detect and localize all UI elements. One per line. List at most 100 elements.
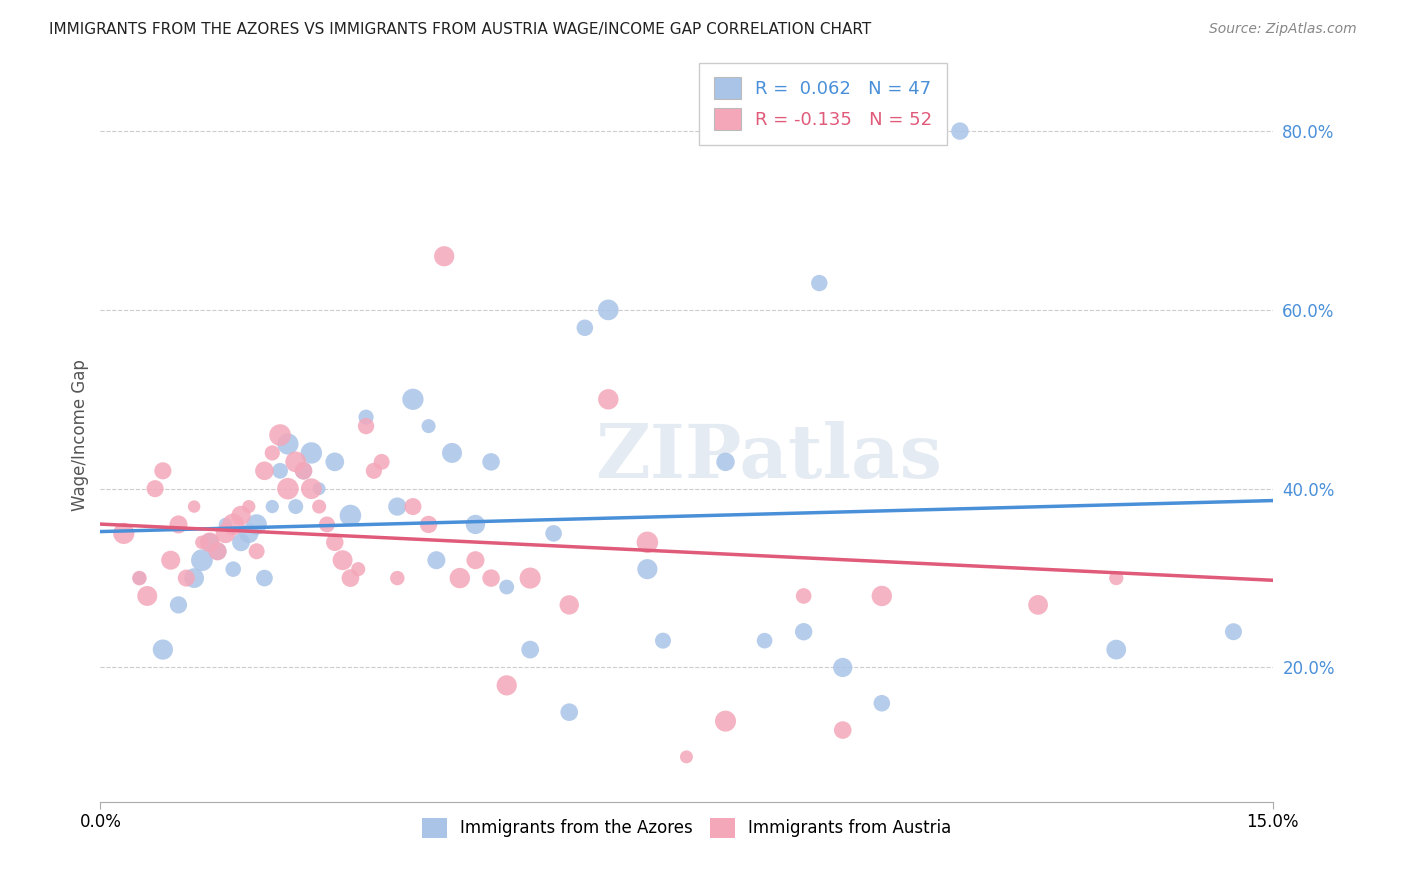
- Point: [754, 633, 776, 648]
- Point: [277, 482, 299, 496]
- Point: [831, 660, 853, 674]
- Point: [229, 508, 252, 523]
- Point: [370, 455, 392, 469]
- Point: [793, 624, 815, 639]
- Point: [714, 455, 737, 469]
- Point: [198, 535, 221, 549]
- Point: [402, 392, 425, 407]
- Point: [418, 517, 440, 532]
- Point: [136, 589, 159, 603]
- Point: [354, 419, 377, 434]
- Point: [495, 678, 517, 692]
- Point: [464, 517, 486, 532]
- Point: [299, 446, 322, 460]
- Point: [299, 482, 322, 496]
- Point: [636, 535, 658, 549]
- Point: [354, 410, 377, 425]
- Point: [519, 642, 541, 657]
- Point: [543, 526, 565, 541]
- Point: [214, 526, 236, 541]
- Point: [207, 544, 229, 558]
- Point: [229, 535, 252, 549]
- Point: [159, 553, 181, 567]
- Point: [246, 544, 269, 558]
- Point: [152, 642, 174, 657]
- Text: IMMIGRANTS FROM THE AZORES VS IMMIGRANTS FROM AUSTRIA WAGE/INCOME GAP CORRELATIO: IMMIGRANTS FROM THE AZORES VS IMMIGRANTS…: [49, 22, 872, 37]
- Point: [323, 535, 346, 549]
- Point: [262, 446, 284, 460]
- Point: [558, 705, 581, 719]
- Point: [831, 723, 853, 737]
- Point: [636, 562, 658, 576]
- Point: [246, 517, 269, 532]
- Point: [574, 320, 596, 334]
- Point: [183, 500, 205, 514]
- Point: [870, 696, 893, 710]
- Point: [1105, 642, 1128, 657]
- Point: [112, 526, 135, 541]
- Point: [292, 464, 315, 478]
- Point: [1105, 571, 1128, 585]
- Point: [253, 571, 276, 585]
- Point: [363, 464, 385, 478]
- Point: [949, 124, 972, 138]
- Point: [598, 392, 620, 407]
- Point: [1222, 624, 1244, 639]
- Point: [198, 535, 221, 549]
- Point: [558, 598, 581, 612]
- Point: [253, 464, 276, 478]
- Point: [387, 500, 409, 514]
- Point: [308, 500, 330, 514]
- Point: [479, 571, 502, 585]
- Point: [425, 553, 447, 567]
- Point: [284, 455, 307, 469]
- Point: [519, 571, 541, 585]
- Point: [152, 464, 174, 478]
- Point: [167, 517, 190, 532]
- Point: [323, 455, 346, 469]
- Point: [808, 276, 831, 290]
- Point: [308, 482, 330, 496]
- Point: [418, 419, 440, 434]
- Point: [191, 535, 214, 549]
- Point: [183, 571, 205, 585]
- Point: [316, 517, 339, 532]
- Point: [128, 571, 150, 585]
- Point: [479, 455, 502, 469]
- Point: [207, 544, 229, 558]
- Point: [652, 633, 675, 648]
- Point: [222, 517, 245, 532]
- Point: [387, 571, 409, 585]
- Point: [347, 562, 370, 576]
- Point: [262, 500, 284, 514]
- Point: [339, 508, 361, 523]
- Point: [167, 598, 190, 612]
- Point: [238, 526, 260, 541]
- Point: [440, 446, 463, 460]
- Point: [222, 562, 245, 576]
- Point: [449, 571, 471, 585]
- Point: [277, 437, 299, 451]
- Point: [464, 553, 486, 567]
- Point: [714, 714, 737, 728]
- Point: [675, 750, 697, 764]
- Y-axis label: Wage/Income Gap: Wage/Income Gap: [72, 359, 89, 511]
- Point: [495, 580, 517, 594]
- Point: [793, 589, 815, 603]
- Point: [1026, 598, 1049, 612]
- Point: [191, 553, 214, 567]
- Point: [238, 500, 260, 514]
- Point: [433, 249, 456, 263]
- Legend: Immigrants from the Azores, Immigrants from Austria: Immigrants from the Azores, Immigrants f…: [415, 811, 957, 845]
- Point: [269, 464, 291, 478]
- Text: Source: ZipAtlas.com: Source: ZipAtlas.com: [1209, 22, 1357, 37]
- Point: [176, 571, 198, 585]
- Point: [870, 589, 893, 603]
- Point: [128, 571, 150, 585]
- Point: [284, 500, 307, 514]
- Point: [269, 428, 291, 442]
- Point: [339, 571, 361, 585]
- Point: [332, 553, 354, 567]
- Point: [292, 464, 315, 478]
- Point: [402, 500, 425, 514]
